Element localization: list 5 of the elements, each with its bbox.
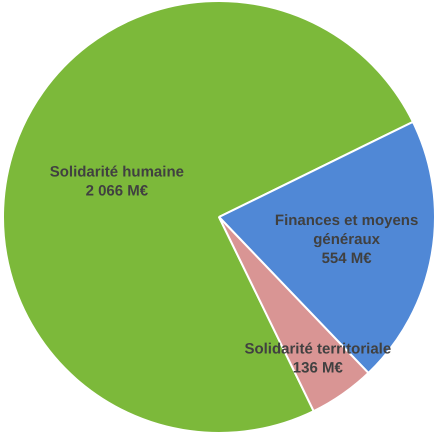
data-label: 2 066 M€	[86, 182, 149, 200]
data-label: 554 M€	[322, 250, 372, 267]
slice-label: Finances et moyens généraux	[274, 212, 418, 248]
data-label: 136 M€	[292, 359, 344, 376]
slice-label: Solidarité humaine	[50, 164, 184, 181]
